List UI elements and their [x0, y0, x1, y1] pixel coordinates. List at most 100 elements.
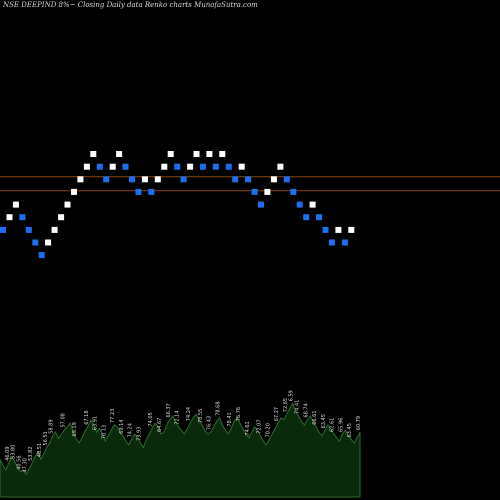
renko-brick-down [232, 176, 239, 183]
renko-brick-up [161, 163, 168, 170]
renko-brick-down [316, 214, 323, 221]
volume-label: 70.13 [101, 425, 107, 439]
volume-label: 63.45 [321, 414, 327, 428]
renko-brick-down [341, 239, 348, 246]
renko-brick-up [154, 176, 161, 183]
renko-brick-up [206, 151, 213, 157]
renko-brick-up [6, 214, 13, 221]
renko-brick-up [51, 226, 58, 233]
renko-brick-down [296, 201, 303, 208]
renko-brick-down [283, 176, 290, 183]
volume-label: 69.19 [72, 422, 78, 436]
renko-brick-down [180, 176, 187, 183]
volume-label: 62.61 [330, 418, 336, 432]
volume-label: 69.14 [119, 419, 125, 433]
volume-label: 48.51 [37, 443, 43, 457]
renko-brick-down [25, 226, 32, 233]
volume-label: 78.41 [227, 412, 233, 426]
renko-brick-down [225, 163, 232, 170]
volume-label: 6.59 [289, 390, 295, 401]
volume-label: 40.56 [17, 455, 23, 469]
renko-brick-down [0, 226, 6, 233]
renko-brick-up [83, 163, 90, 170]
volume-label: 72.14 [175, 410, 181, 424]
volume-label: 66.61 [312, 410, 318, 424]
volume-label: 74.24 [128, 423, 134, 437]
renko-brick-up [90, 151, 97, 157]
renko-brick-down [258, 201, 264, 208]
renko-brick-down [212, 163, 219, 170]
volume-label: 53.96 [0, 443, 2, 457]
volume-area [0, 402, 361, 498]
renko-brick-down [96, 163, 103, 170]
volume-label: 70.20 [265, 423, 271, 437]
renko-brick-up [219, 151, 226, 157]
renko-brick-up [167, 151, 174, 157]
volume-label: 74.05 [148, 412, 154, 426]
volume-label: 56.51 [43, 431, 49, 445]
renko-bricks [0, 151, 355, 259]
renko-brick-up [77, 176, 84, 183]
renko-brick-down [103, 176, 110, 183]
renko-brick-down [290, 188, 297, 195]
volume-label: 76.43 [207, 416, 213, 430]
renko-brick-up [277, 163, 284, 170]
volume-label: 64.67 [157, 418, 163, 432]
volume-label: 72.65 [283, 398, 289, 412]
chart-title: NSE DEEPIND 8%~ Closing Daily data Renko… [3, 1, 258, 9]
renko-brick-up [309, 201, 316, 208]
volume-label: 53.82 [28, 446, 34, 460]
renko-brick-up [12, 201, 19, 208]
renko-brick-up [348, 226, 355, 233]
renko-brick-up [64, 201, 71, 208]
renko-brick-up [116, 151, 123, 157]
renko-brick-up [109, 163, 116, 170]
volume-label: 74.61 [245, 421, 251, 435]
volume-label: 63.45 [347, 423, 353, 437]
volume-label: 66.37 [166, 403, 172, 417]
renko-brick-up [45, 239, 52, 246]
renko-brick-up [141, 176, 148, 183]
renko-brick-up [335, 226, 342, 233]
renko-brick-up [58, 214, 65, 221]
volume-label: 74.24 [186, 407, 192, 421]
volume-label: 67.27 [274, 407, 280, 421]
renko-brick-up [193, 151, 200, 157]
renko-brick-down [322, 226, 329, 233]
renko-brick-down [148, 188, 155, 195]
volume-label: 74.41 [295, 400, 301, 414]
volume-label: 46.09 [5, 446, 11, 460]
volume-label: 73.93 [137, 427, 143, 441]
volume-label: 68.74 [303, 403, 309, 417]
volume-label: 77.23 [110, 409, 116, 423]
volume-label: 78.68 [216, 401, 222, 415]
renko-brick-down [174, 163, 181, 170]
renko-brick-down [38, 252, 45, 259]
volume-label: 63.91 [93, 416, 99, 430]
renko-brick-up [71, 188, 77, 195]
volume-label: 72.07 [257, 419, 263, 433]
renko-brick-down [303, 214, 310, 221]
volume-label: 58.89 [49, 419, 55, 433]
renko-brick-down [32, 239, 39, 246]
renko-brick-down [135, 188, 142, 195]
volume-label: 57.08 [60, 413, 66, 427]
renko-brick-down [19, 214, 26, 221]
volume-label: 60.79 [356, 416, 362, 430]
renko-brick-up [270, 176, 277, 183]
volume-area-path [0, 402, 361, 498]
volume-label: 78.55 [198, 409, 204, 423]
renko-brick-down [122, 163, 129, 170]
renko-brick-up [238, 163, 245, 170]
volume-label: 67.18 [84, 410, 90, 424]
renko-brick-up [187, 163, 194, 170]
volume-label: 47.30 [22, 458, 28, 472]
volume-label: 53.80 [11, 445, 17, 459]
renko-brick-down [200, 163, 206, 170]
volume-label: 76.76 [236, 407, 242, 421]
renko-brick-down [328, 239, 335, 246]
renko-brick-down [245, 176, 252, 183]
